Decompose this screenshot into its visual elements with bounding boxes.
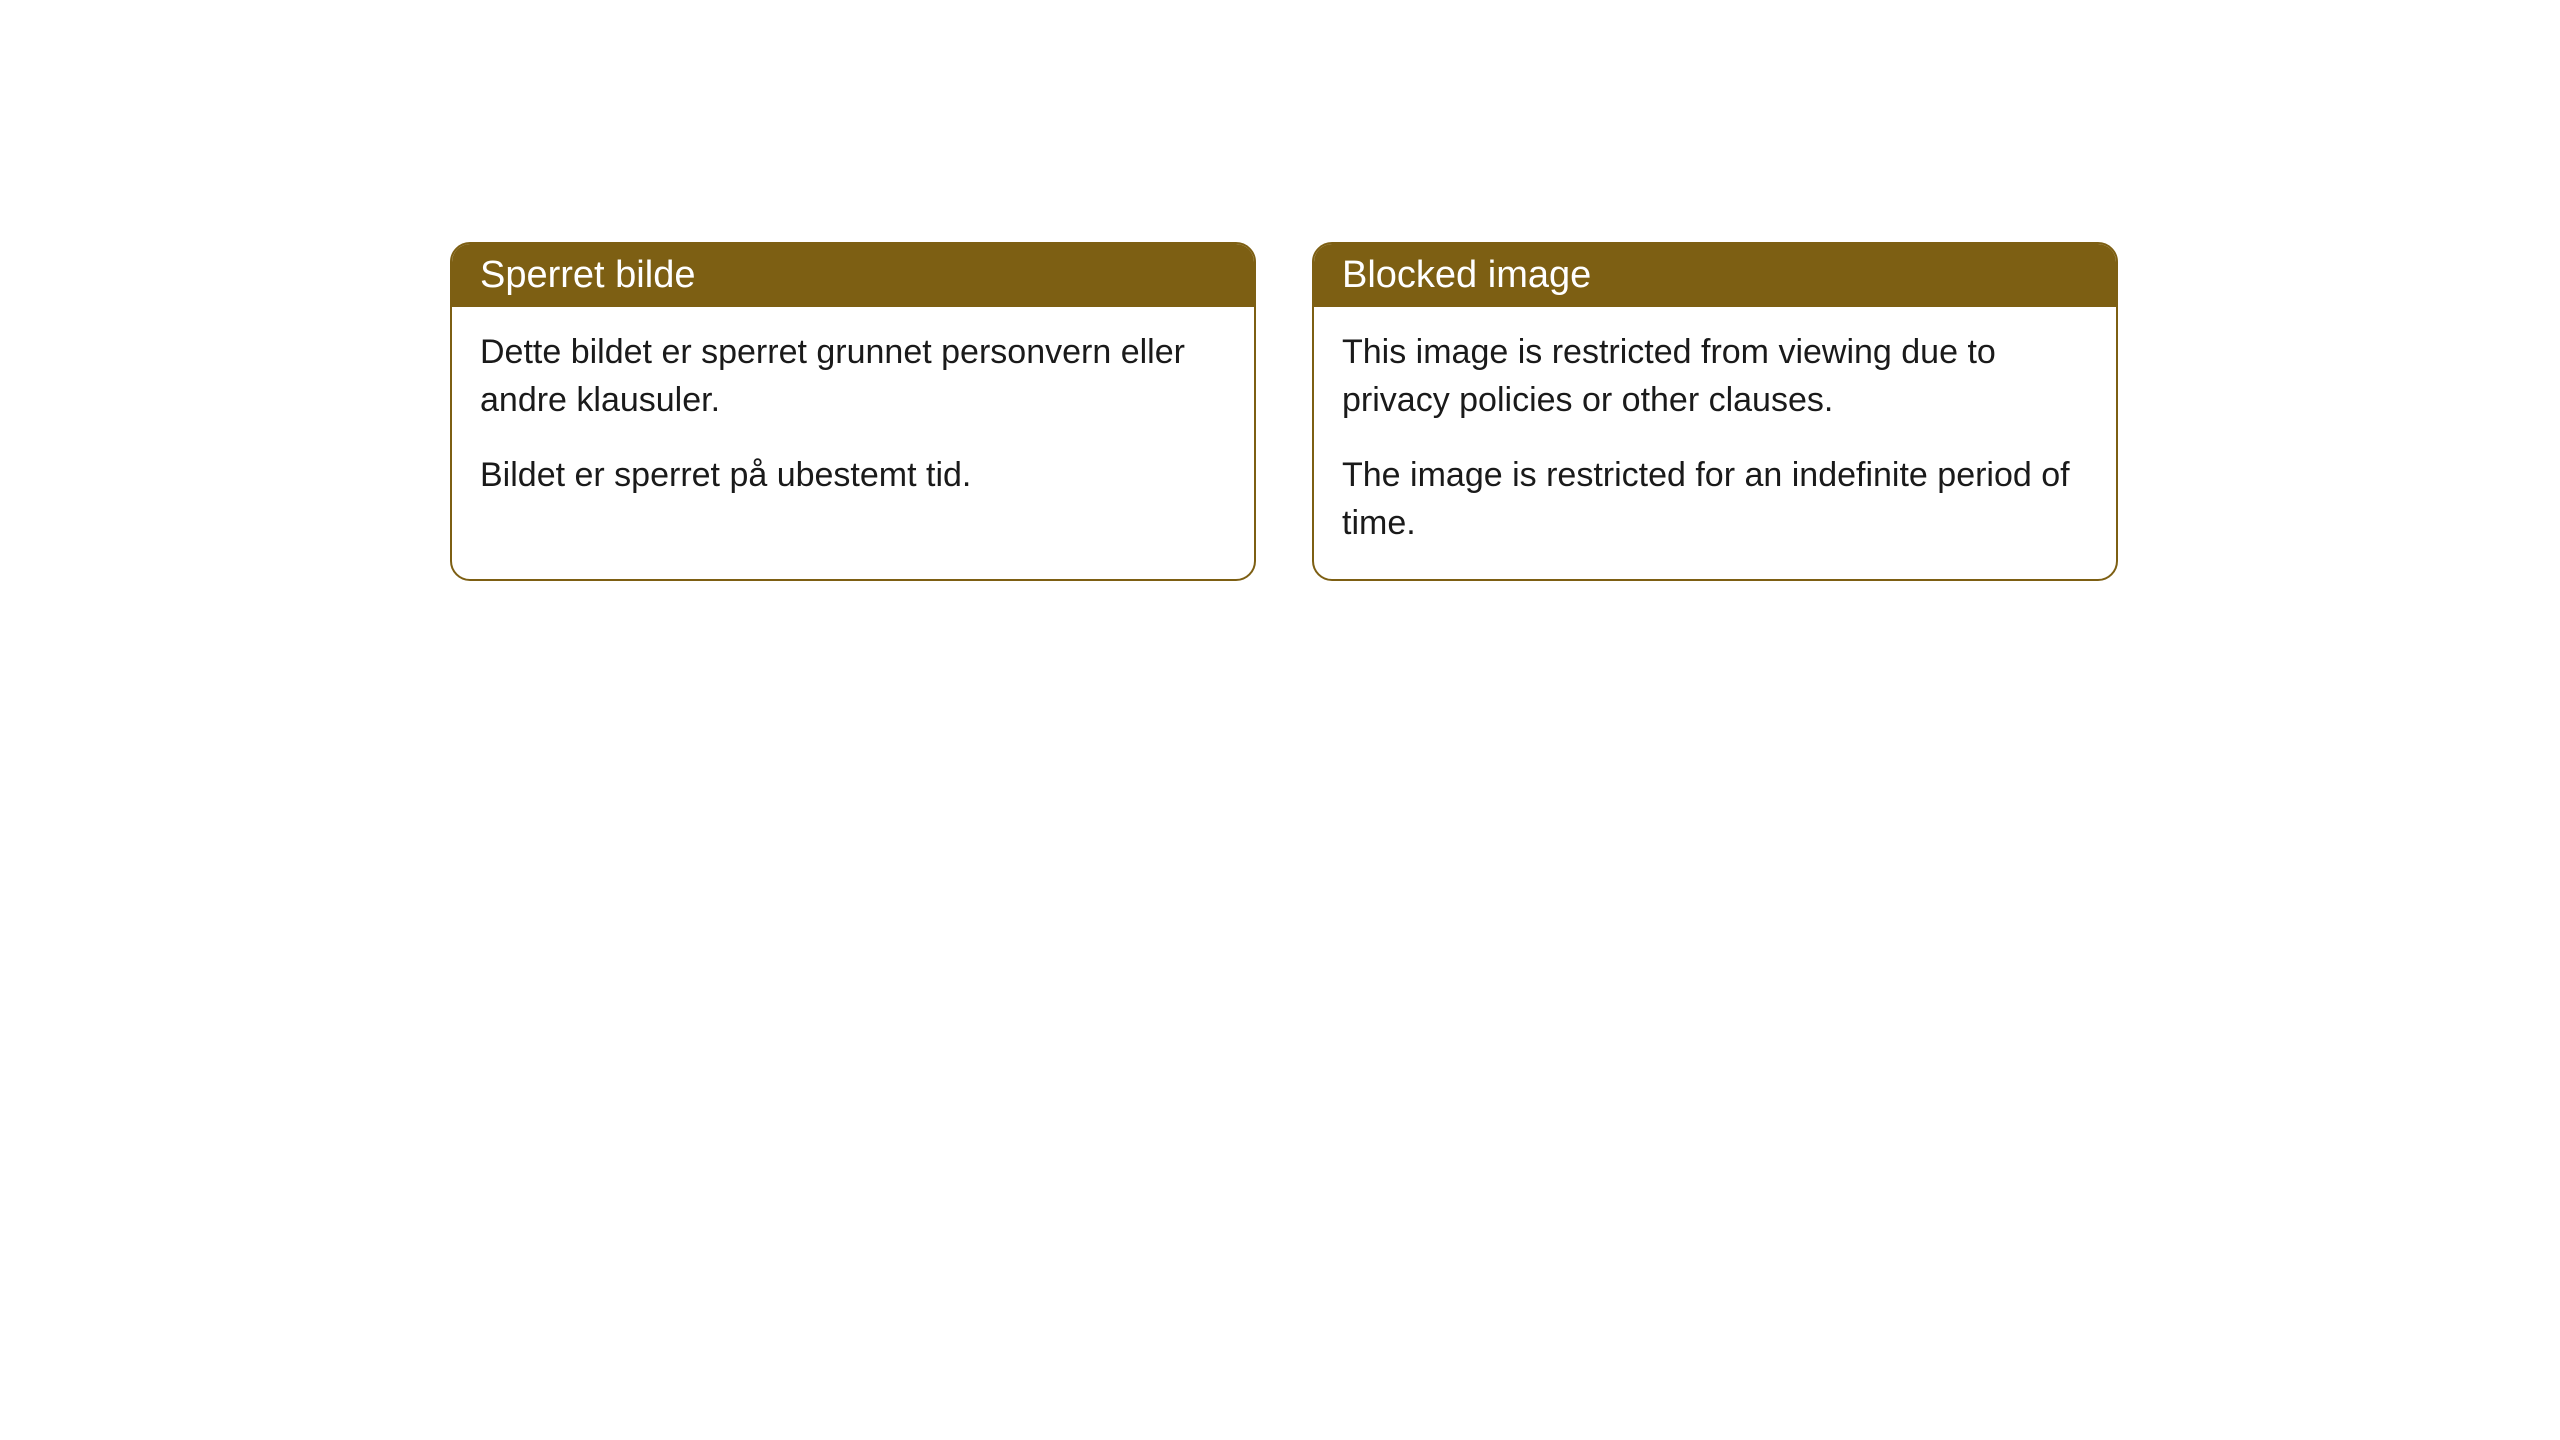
card-header-english: Blocked image xyxy=(1314,244,2116,307)
card-body-norwegian: Dette bildet er sperret grunnet personve… xyxy=(452,307,1254,532)
card-english: Blocked image This image is restricted f… xyxy=(1312,242,2118,581)
card-text-norwegian-1: Dette bildet er sperret grunnet personve… xyxy=(480,329,1226,424)
card-body-english: This image is restricted from viewing du… xyxy=(1314,307,2116,579)
cards-container: Sperret bilde Dette bildet er sperret gr… xyxy=(450,242,2560,581)
card-norwegian: Sperret bilde Dette bildet er sperret gr… xyxy=(450,242,1256,581)
card-text-english-1: This image is restricted from viewing du… xyxy=(1342,329,2088,424)
card-text-english-2: The image is restricted for an indefinit… xyxy=(1342,452,2088,547)
card-text-norwegian-2: Bildet er sperret på ubestemt tid. xyxy=(480,452,1226,500)
card-header-norwegian: Sperret bilde xyxy=(452,244,1254,307)
